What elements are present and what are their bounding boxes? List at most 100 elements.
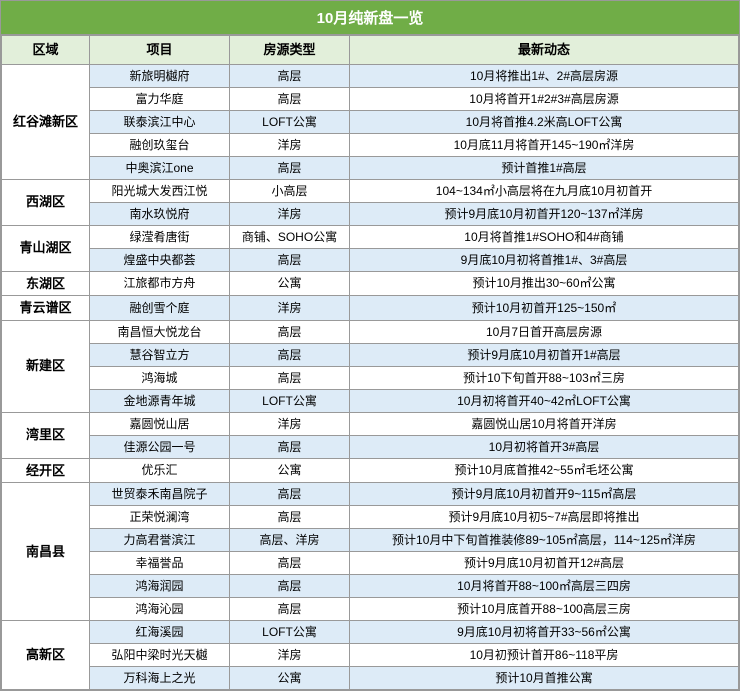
region-cell: 青山湖区: [2, 225, 90, 271]
type-cell: 高层: [230, 506, 350, 529]
project-cell: 鸿海润园: [90, 575, 230, 598]
type-cell: 公寓: [230, 271, 350, 296]
news-cell: 10月将首开88~100㎡高层三四房: [350, 575, 739, 598]
project-cell: 幸福誉品: [90, 552, 230, 575]
news-cell: 预计首推1#高层: [350, 156, 739, 179]
table-row: 鸿海润园高层10月将首开88~100㎡高层三四房: [2, 575, 739, 598]
table-row: 慧谷智立方高层预计9月底10月初首开1#高层: [2, 343, 739, 366]
project-cell: 融创雪个庭: [90, 296, 230, 321]
page-title: 10月纯新盘一览: [1, 1, 739, 35]
table-row: 南昌县世贸泰禾南昌院子高层预计9月底10月初首开9~115㎡高层: [2, 483, 739, 506]
project-cell: 江旅都市方舟: [90, 271, 230, 296]
table-row: 万科海上之光公寓预计10月首推公寓: [2, 667, 739, 690]
news-cell: 10月将首开1#2#3#高层房源: [350, 87, 739, 110]
news-cell: 10月初预计首开86~118平房: [350, 644, 739, 667]
news-cell: 10月将首推4.2米高LOFT公寓: [350, 110, 739, 133]
news-cell: 9月底10月初将首推1#、3#高层: [350, 248, 739, 271]
news-cell: 预计9月底10月初首开9~115㎡高层: [350, 483, 739, 506]
project-cell: 煌盛中央都荟: [90, 248, 230, 271]
table-row: 青云谱区融创雪个庭洋房预计10月初首开125~150㎡: [2, 296, 739, 321]
table-row: 联泰滨江中心LOFT公寓10月将首推4.2米高LOFT公寓: [2, 110, 739, 133]
table-container: 10月纯新盘一览 区域 项目 房源类型 最新动态 红谷滩新区新旅明樾府高层10月…: [0, 0, 740, 691]
region-cell: 青云谱区: [2, 296, 90, 321]
type-cell: 公寓: [230, 667, 350, 690]
news-cell: 预计9月底10月初5~7#高层即将推出: [350, 506, 739, 529]
type-cell: 高层、洋房: [230, 529, 350, 552]
type-cell: 高层: [230, 435, 350, 458]
region-cell: 南昌县: [2, 483, 90, 621]
news-cell: 10月初将首开3#高层: [350, 435, 739, 458]
type-cell: LOFT公寓: [230, 110, 350, 133]
news-cell: 预计10月首推公寓: [350, 667, 739, 690]
type-cell: 高层: [230, 598, 350, 621]
type-cell: 小高层: [230, 179, 350, 202]
table-body: 红谷滩新区新旅明樾府高层10月将推出1#、2#高层房源富力华庭高层10月将首开1…: [2, 64, 739, 690]
table-row: 中奥滨江one高层预计首推1#高层: [2, 156, 739, 179]
project-cell: 佳源公园一号: [90, 435, 230, 458]
table-row: 高新区红海溪园LOFT公寓9月底10月初将首开33~56㎡公寓: [2, 621, 739, 644]
news-cell: 预计9月底10月初首开120~137㎡洋房: [350, 202, 739, 225]
col-header-project: 项目: [90, 36, 230, 65]
table-row: 新建区南昌恒大悦龙台高层10月7日首开高层房源: [2, 320, 739, 343]
news-cell: 预计10下旬首开88~103㎡三房: [350, 366, 739, 389]
news-cell: 预计10月推出30~60㎡公寓: [350, 271, 739, 296]
table-row: 西湖区阳光城大发西江悦小高层104~134㎡小高层将在九月底10月初首开: [2, 179, 739, 202]
property-table: 区域 项目 房源类型 最新动态 红谷滩新区新旅明樾府高层10月将推出1#、2#高…: [1, 35, 739, 690]
table-row: 力高君誉滨江高层、洋房预计10月中下旬首推装修89~105㎡高层，114~125…: [2, 529, 739, 552]
region-cell: 东湖区: [2, 271, 90, 296]
region-cell: 经开区: [2, 458, 90, 483]
type-cell: 洋房: [230, 202, 350, 225]
col-header-region: 区域: [2, 36, 90, 65]
type-cell: 高层: [230, 248, 350, 271]
project-cell: 鸿海沁园: [90, 598, 230, 621]
type-cell: 高层: [230, 343, 350, 366]
news-cell: 预计10月中下旬首推装修89~105㎡高层，114~125㎡洋房: [350, 529, 739, 552]
type-cell: LOFT公寓: [230, 621, 350, 644]
type-cell: 高层: [230, 156, 350, 179]
table-row: 鸿海城高层预计10下旬首开88~103㎡三房: [2, 366, 739, 389]
project-cell: 弘阳中梁时光天樾: [90, 644, 230, 667]
type-cell: 高层: [230, 87, 350, 110]
type-cell: 高层: [230, 366, 350, 389]
table-row: 弘阳中梁时光天樾洋房10月初预计首开86~118平房: [2, 644, 739, 667]
table-row: 佳源公园一号高层10月初将首开3#高层: [2, 435, 739, 458]
project-cell: 绿滢肴唐街: [90, 225, 230, 248]
project-cell: 金地源青年城: [90, 389, 230, 412]
news-cell: 预计10月初首开125~150㎡: [350, 296, 739, 321]
type-cell: 高层: [230, 483, 350, 506]
news-cell: 10月底11月将首开145~190㎡洋房: [350, 133, 739, 156]
news-cell: 10月初将首开40~42㎡LOFT公寓: [350, 389, 739, 412]
project-cell: 优乐汇: [90, 458, 230, 483]
project-cell: 世贸泰禾南昌院子: [90, 483, 230, 506]
type-cell: LOFT公寓: [230, 389, 350, 412]
table-row: 金地源青年城LOFT公寓10月初将首开40~42㎡LOFT公寓: [2, 389, 739, 412]
type-cell: 高层: [230, 320, 350, 343]
project-cell: 嘉圆悦山居: [90, 412, 230, 435]
type-cell: 洋房: [230, 412, 350, 435]
type-cell: 洋房: [230, 133, 350, 156]
project-cell: 南水玖悦府: [90, 202, 230, 225]
project-cell: 新旅明樾府: [90, 64, 230, 87]
news-cell: 预计9月底10月初首开12#高层: [350, 552, 739, 575]
project-cell: 鸿海城: [90, 366, 230, 389]
news-cell: 9月底10月初将首开33~56㎡公寓: [350, 621, 739, 644]
news-cell: 10月将首推1#SOHO和4#商铺: [350, 225, 739, 248]
project-cell: 万科海上之光: [90, 667, 230, 690]
news-cell: 预计9月底10月初首开1#高层: [350, 343, 739, 366]
project-cell: 联泰滨江中心: [90, 110, 230, 133]
news-cell: 104~134㎡小高层将在九月底10月初首开: [350, 179, 739, 202]
project-cell: 南昌恒大悦龙台: [90, 320, 230, 343]
table-row: 幸福誉品高层预计9月底10月初首开12#高层: [2, 552, 739, 575]
news-cell: 10月将推出1#、2#高层房源: [350, 64, 739, 87]
region-cell: 湾里区: [2, 412, 90, 458]
table-row: 正荣悦澜湾高层预计9月底10月初5~7#高层即将推出: [2, 506, 739, 529]
type-cell: 高层: [230, 64, 350, 87]
table-head: 区域 项目 房源类型 最新动态: [2, 36, 739, 65]
col-header-news: 最新动态: [350, 36, 739, 65]
project-cell: 正荣悦澜湾: [90, 506, 230, 529]
table-row: 融创玖玺台洋房10月底11月将首开145~190㎡洋房: [2, 133, 739, 156]
project-cell: 红海溪园: [90, 621, 230, 644]
type-cell: 洋房: [230, 644, 350, 667]
type-cell: 商铺、SOHO公寓: [230, 225, 350, 248]
table-row: 红谷滩新区新旅明樾府高层10月将推出1#、2#高层房源: [2, 64, 739, 87]
